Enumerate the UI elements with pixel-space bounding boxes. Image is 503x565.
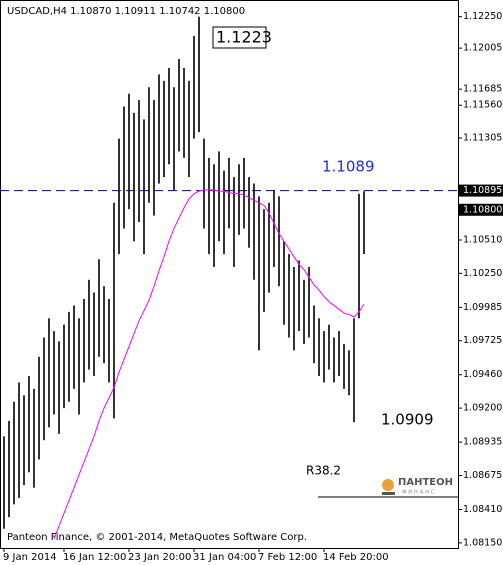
y-tick-label: 1.08935 <box>463 437 502 448</box>
logo-icon <box>382 479 394 491</box>
chart-title: USDCAD,H4 1.10870 1.10911 1.10742 1.1080… <box>7 6 245 17</box>
copyright: Panteon Finance, © 2001-2014, MetaQuotes… <box>7 532 307 543</box>
annotation: 1.1223 <box>216 28 272 47</box>
logo-icon <box>382 492 395 495</box>
x-tick-label: 23 Jan 20:00 <box>128 552 191 563</box>
y-tick-label: 1.11560 <box>463 100 502 111</box>
x-tick-label: 14 Feb 20:00 <box>323 552 389 563</box>
y-tick-label: 1.10510 <box>463 234 502 245</box>
plot-frame <box>0 0 459 549</box>
price-level-box <box>459 184 503 197</box>
y-tick-label: 1.08150 <box>463 537 502 548</box>
y-tick-label: 1.12250 <box>463 11 502 22</box>
logo: ПАНТЕОН ФИНАНС <box>382 477 453 496</box>
y-tick-label: 1.09985 <box>463 302 502 313</box>
y-tick-label: 1.09200 <box>463 403 502 414</box>
x-tick-label: 7 Feb 12:00 <box>258 552 317 563</box>
current-price-box <box>459 203 503 216</box>
x-tick-label: 9 Jan 2014 <box>3 552 57 563</box>
logo-sub: ФИНАНС <box>402 490 436 496</box>
y-tick-label: 1.10250 <box>463 268 502 279</box>
annotation: 1.0909 <box>381 411 434 429</box>
x-tick-label: 31 Jan 04:00 <box>193 552 256 563</box>
y-tick-label: 1.12005 <box>463 43 502 54</box>
y-tick-label: 1.08410 <box>463 504 502 515</box>
moving-average <box>53 189 365 540</box>
x-tick-label: 16 Jan 12:00 <box>63 552 126 563</box>
y-tick-label: 1.11305 <box>463 132 502 143</box>
price-level-label: 1.10895 <box>463 185 502 196</box>
y-tick-label: 1.11685 <box>463 84 502 95</box>
y-tick-label: 1.09460 <box>463 369 502 380</box>
y-tick-label: 1.08675 <box>463 470 502 481</box>
annotation: R38.2 <box>306 464 341 478</box>
y-tick-label: 1.09725 <box>463 335 502 346</box>
annotation-box <box>212 26 267 49</box>
current-price-label: 1.10800 <box>463 204 502 215</box>
annotation: 1.1089 <box>322 158 375 176</box>
logo-name: ПАНТЕОН <box>398 477 453 488</box>
